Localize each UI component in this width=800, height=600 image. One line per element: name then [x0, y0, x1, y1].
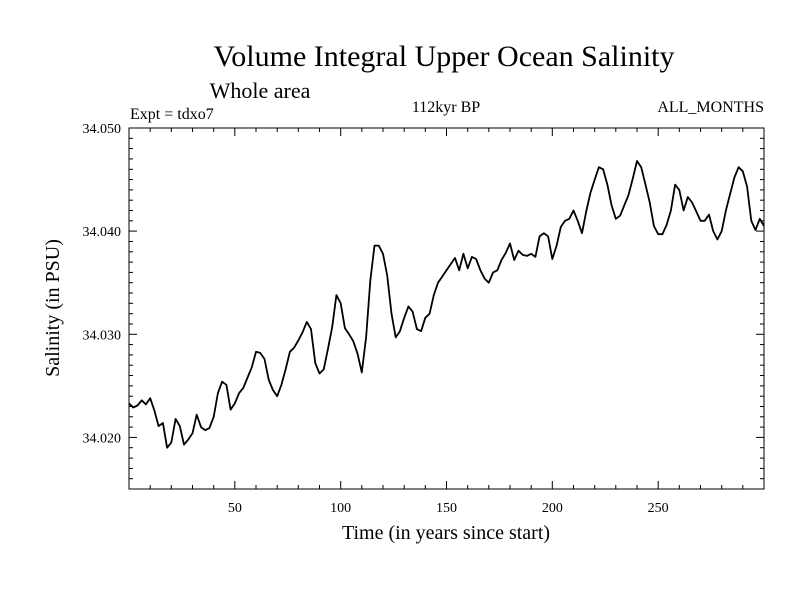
y-tick-label: 34.030: [83, 328, 122, 343]
x-axis-tick-labels: 50 100 150 200 250: [228, 501, 669, 516]
x-axis-label: Time (in years since start): [342, 522, 550, 544]
experiment-label: Expt = tdxo7: [130, 106, 214, 123]
x-tick-label: 150: [436, 501, 457, 516]
x-tick-label: 100: [330, 501, 351, 516]
data-series-group: [128, 160, 765, 449]
x-tick-label: 250: [648, 501, 669, 516]
y-axis-label: Salinity (in PSU): [42, 239, 64, 377]
chart-subtitle: Whole area: [210, 78, 311, 103]
y-axis-tick-labels: 34.020 34.030 34.040 34.050: [83, 122, 122, 446]
period-label: 112kyr BP: [412, 99, 480, 116]
y-tick-label: 34.040: [83, 225, 122, 240]
y-tick-label: 34.050: [83, 122, 122, 137]
y-tick-label: 34.020: [83, 431, 122, 446]
x-tick-label: 50: [228, 501, 242, 516]
chart-title: Volume Integral Upper Ocean Salinity: [214, 40, 675, 73]
plot-frame: [128, 127, 765, 490]
y-axis-ticks: [129, 137, 764, 480]
x-axis-ticks: [149, 128, 744, 489]
salinity-series-line: [128, 160, 765, 449]
x-tick-label: 200: [542, 501, 563, 516]
months-label: ALL_MONTHS: [657, 99, 764, 116]
